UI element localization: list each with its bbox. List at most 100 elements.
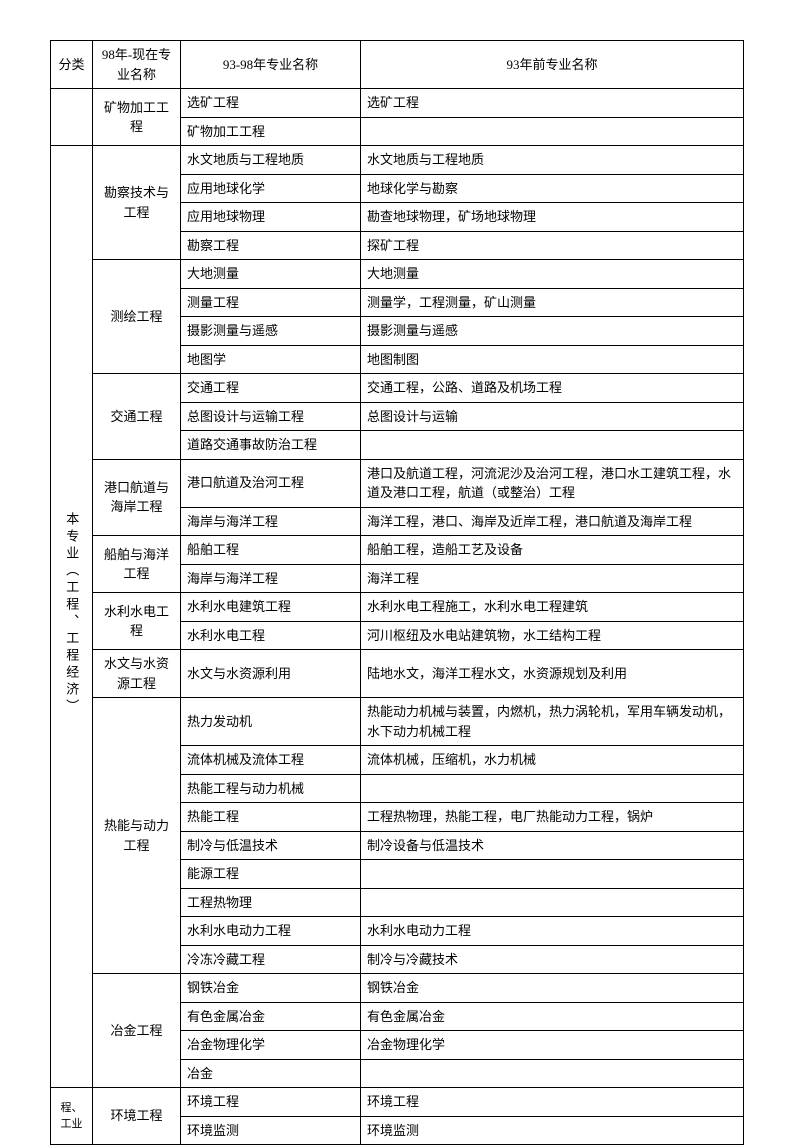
cell-pre-93 xyxy=(361,774,744,803)
table-row: 水文与水资源工程 水文与水资源利用陆地水文，海洋工程水文，水资源规划及利用 xyxy=(51,650,744,698)
cell-pre-93: 地图制图 xyxy=(361,345,744,374)
cell-pre-93: 海洋工程 xyxy=(361,564,744,593)
cell-93-98: 环境工程 xyxy=(181,1088,361,1117)
major-group-cell: 水文与水资源工程 xyxy=(93,650,181,698)
table-row: 港口航道与海岸工程 港口航道及治河工程港口及航道工程，河流泥沙及治河工程，港口水… xyxy=(51,459,744,507)
cell-pre-93: 测量学，工程测量，矿山测量 xyxy=(361,288,744,317)
major-group-cell: 水利水电工程 xyxy=(93,593,181,650)
cell-pre-93: 地球化学与勘察 xyxy=(361,174,744,203)
cell-93-98: 应用地球物理 xyxy=(181,203,361,232)
cell-93-98: 热能工程 xyxy=(181,803,361,832)
cell-pre-93: 制冷设备与低温技术 xyxy=(361,831,744,860)
table-row: 本专业（工程、工程经济） 勘察技术与工程 水文地质与工程地质 水文地质与工程地质 xyxy=(51,146,744,175)
cell-pre-93: 水利水电动力工程 xyxy=(361,917,744,946)
table-row: 程、工业 环境工程 环境工程环境工程 xyxy=(51,1088,744,1117)
major-group-cell: 环境工程 xyxy=(93,1088,181,1145)
major-group-cell: 测绘工程 xyxy=(93,260,181,374)
header-98-now: 98年-现在专业名称 xyxy=(93,41,181,89)
cell-93-98: 冶金物理化学 xyxy=(181,1031,361,1060)
cell-93-98: 地图学 xyxy=(181,345,361,374)
cell-93-98: 流体机械及流体工程 xyxy=(181,746,361,775)
cell-93-98: 有色金属冶金 xyxy=(181,1002,361,1031)
cell-93-98: 勘察工程 xyxy=(181,231,361,260)
cell-93-98: 海岸与海洋工程 xyxy=(181,507,361,536)
header-93-98: 93-98年专业名称 xyxy=(181,41,361,89)
cell-93-98: 道路交通事故防治工程 xyxy=(181,431,361,460)
cell-pre-93: 勘查地球物理，矿场地球物理 xyxy=(361,203,744,232)
cell-pre-93: 热能动力机械与装置，内燃机，热力涡轮机，军用车辆发动机，水下动力机械工程 xyxy=(361,698,744,746)
cell-pre-93 xyxy=(361,860,744,889)
cell-93-98: 水利水电建筑工程 xyxy=(181,593,361,622)
cell-pre-93: 摄影测量与遥感 xyxy=(361,317,744,346)
cell-pre-93: 海洋工程，港口、海岸及近岸工程，港口航道及海岸工程 xyxy=(361,507,744,536)
cell-93-98: 选矿工程 xyxy=(181,89,361,118)
cell-pre-93: 大地测量 xyxy=(361,260,744,289)
major-group-cell: 矿物加工工程 xyxy=(93,89,181,146)
cell-pre-93 xyxy=(361,888,744,917)
cell-93-98: 大地测量 xyxy=(181,260,361,289)
major-comparison-table: 分类 98年-现在专业名称 93-98年专业名称 93年前专业名称 矿物加工工程… xyxy=(50,40,744,1145)
table-row: 水利水电工程 水利水电建筑工程水利水电工程施工，水利水电工程建筑 xyxy=(51,593,744,622)
bottom-category-cell: 程、工业 xyxy=(51,1088,93,1145)
cell-93-98: 水利水电动力工程 xyxy=(181,917,361,946)
cell-93-98: 水文与水资源利用 xyxy=(181,650,361,698)
cell-93-98: 测量工程 xyxy=(181,288,361,317)
cell-pre-93: 环境工程 xyxy=(361,1088,744,1117)
cell-93-98: 工程热物理 xyxy=(181,888,361,917)
cell-pre-93: 冶金物理化学 xyxy=(361,1031,744,1060)
cell-pre-93: 河川枢纽及水电站建筑物，水工结构工程 xyxy=(361,621,744,650)
table-row: 交通工程 交通工程交通工程，公路、道路及机场工程 xyxy=(51,374,744,403)
cell-pre-93: 流体机械，压缩机，水力机械 xyxy=(361,746,744,775)
major-group-cell: 船舶与海洋工程 xyxy=(93,536,181,593)
cell-93-98: 应用地球化学 xyxy=(181,174,361,203)
cell-pre-93 xyxy=(361,1059,744,1088)
main-category-label: 本专业（工程、工程经济） xyxy=(62,512,82,716)
major-group-cell: 热能与动力工程 xyxy=(93,698,181,974)
cell-93-98: 水文地质与工程地质 xyxy=(181,146,361,175)
cell-pre-93: 环境监测 xyxy=(361,1116,744,1145)
cell-93-98: 海岸与海洋工程 xyxy=(181,564,361,593)
cell-pre-93: 船舶工程，造船工艺及设备 xyxy=(361,536,744,565)
cell-93-98: 摄影测量与遥感 xyxy=(181,317,361,346)
cell-93-98: 热力发动机 xyxy=(181,698,361,746)
cell-93-98: 总图设计与运输工程 xyxy=(181,402,361,431)
cell-93-98: 冶金 xyxy=(181,1059,361,1088)
major-group-cell: 冶金工程 xyxy=(93,974,181,1088)
table-row: 测绘工程 大地测量大地测量 xyxy=(51,260,744,289)
cell-pre-93: 选矿工程 xyxy=(361,89,744,118)
cell-pre-93: 工程热物理，热能工程，电厂热能动力工程，锅炉 xyxy=(361,803,744,832)
table-header-row: 分类 98年-现在专业名称 93-98年专业名称 93年前专业名称 xyxy=(51,41,744,89)
cell-93-98: 矿物加工工程 xyxy=(181,117,361,146)
cell-93-98: 交通工程 xyxy=(181,374,361,403)
cell-pre-93 xyxy=(361,431,744,460)
header-category: 分类 xyxy=(51,41,93,89)
cell-93-98: 港口航道及治河工程 xyxy=(181,459,361,507)
cell-93-98: 钢铁冶金 xyxy=(181,974,361,1003)
cell-93-98: 船舶工程 xyxy=(181,536,361,565)
cell-pre-93 xyxy=(361,117,744,146)
table-row: 冶金工程 钢铁冶金钢铁冶金 xyxy=(51,974,744,1003)
major-group-cell: 交通工程 xyxy=(93,374,181,460)
cell-93-98: 环境监测 xyxy=(181,1116,361,1145)
cell-pre-93: 制冷与冷藏技术 xyxy=(361,945,744,974)
cell-pre-93: 交通工程，公路、道路及机场工程 xyxy=(361,374,744,403)
cell-pre-93: 港口及航道工程，河流泥沙及治河工程，港口水工建筑工程，水道及港口工程，航道（或整… xyxy=(361,459,744,507)
cell-93-98: 制冷与低温技术 xyxy=(181,831,361,860)
cell-93-98: 热能工程与动力机械 xyxy=(181,774,361,803)
cell-pre-93: 有色金属冶金 xyxy=(361,1002,744,1031)
table-row: 矿物加工工程 选矿工程 选矿工程 xyxy=(51,89,744,118)
table-row: 船舶与海洋工程 船舶工程船舶工程，造船工艺及设备 xyxy=(51,536,744,565)
header-pre-93: 93年前专业名称 xyxy=(361,41,744,89)
table-row: 热能与动力工程 热力发动机热能动力机械与装置，内燃机，热力涡轮机，军用车辆发动机… xyxy=(51,698,744,746)
major-group-cell: 港口航道与海岸工程 xyxy=(93,459,181,536)
cell-93-98: 冷冻冷藏工程 xyxy=(181,945,361,974)
cell-pre-93: 陆地水文，海洋工程水文，水资源规划及利用 xyxy=(361,650,744,698)
cell-pre-93: 钢铁冶金 xyxy=(361,974,744,1003)
cell-93-98: 水利水电工程 xyxy=(181,621,361,650)
cell-pre-93: 探矿工程 xyxy=(361,231,744,260)
main-category-cell: 本专业（工程、工程经济） xyxy=(51,146,93,1088)
category-cell xyxy=(51,89,93,146)
cell-pre-93: 水利水电工程施工，水利水电工程建筑 xyxy=(361,593,744,622)
cell-pre-93: 总图设计与运输 xyxy=(361,402,744,431)
cell-pre-93: 水文地质与工程地质 xyxy=(361,146,744,175)
